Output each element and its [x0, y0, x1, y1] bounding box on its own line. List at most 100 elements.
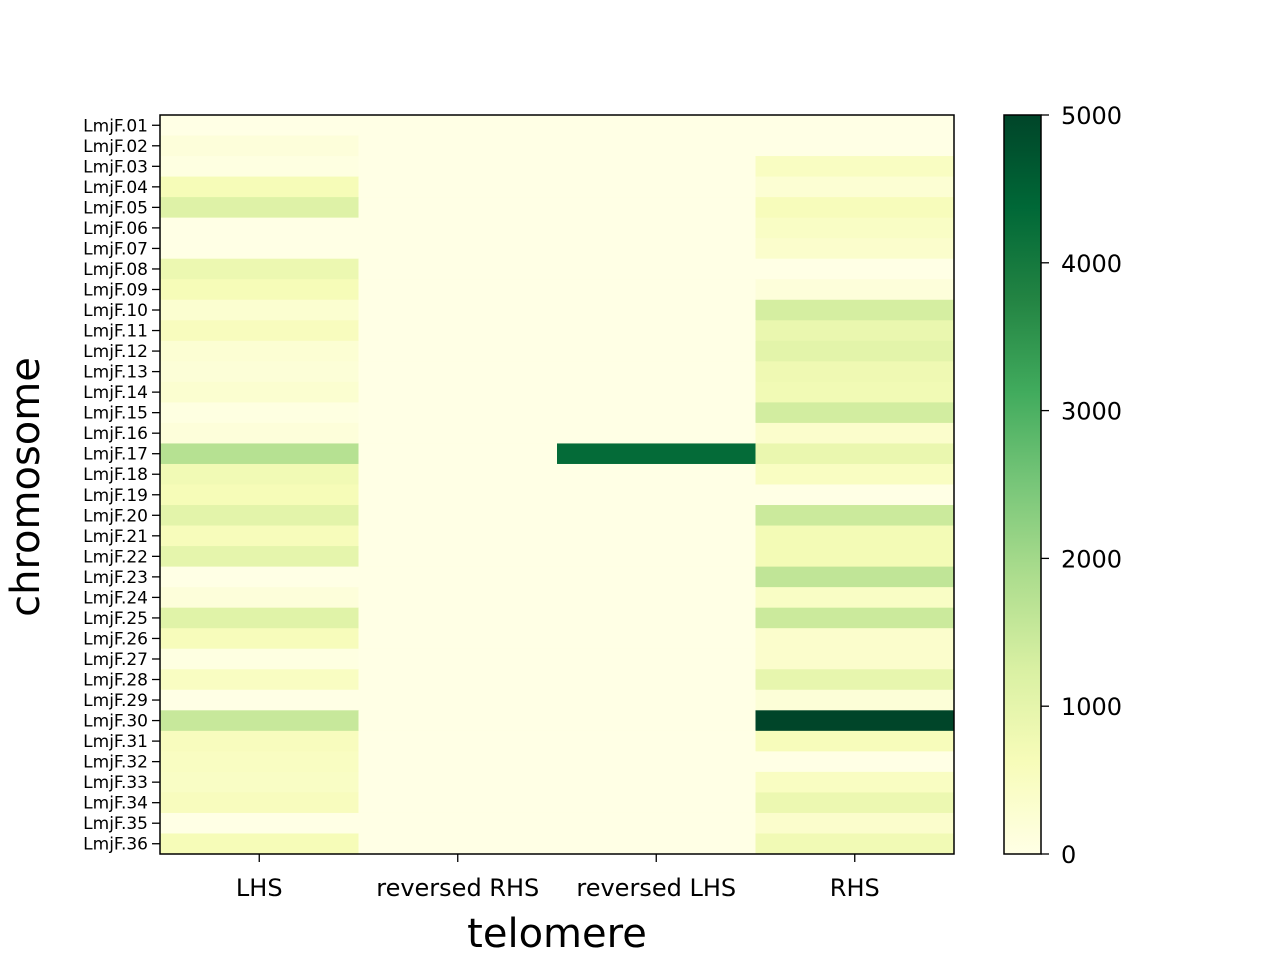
heatmap-cell	[755, 833, 955, 855]
heatmap-cell	[557, 320, 756, 342]
heatmap-cell	[755, 751, 955, 773]
heatmap-cell	[755, 115, 955, 137]
heatmap-cell	[755, 505, 955, 527]
heatmap-cell	[358, 156, 558, 178]
heatmap-cell	[160, 669, 359, 691]
heatmap-cell	[755, 258, 955, 280]
heatmap-cell	[160, 443, 359, 465]
heatmap-cell	[160, 115, 359, 137]
heatmap-cell	[358, 689, 558, 711]
heatmap-cell	[557, 443, 756, 465]
heatmap-cell	[358, 135, 558, 157]
y-tick-label: LmjF.27	[83, 650, 148, 670]
heatmap-cell	[160, 238, 359, 260]
x-tick-label: RHS	[830, 874, 880, 902]
heatmap-cell	[358, 587, 558, 609]
heatmap-cell	[160, 812, 359, 834]
heatmap-cell	[160, 710, 359, 732]
heatmap-cell	[557, 422, 756, 444]
heatmap-cell	[755, 238, 955, 260]
heatmap-cell	[755, 422, 955, 444]
colorbar	[1003, 114, 1042, 855]
y-tick-label: LmjF.08	[83, 260, 148, 280]
heatmap-cell	[557, 299, 756, 321]
y-tick-label: LmjF.01	[83, 116, 148, 136]
heatmap-cell	[160, 546, 359, 568]
colorbar-tick-label: 2000	[1061, 545, 1122, 573]
heatmap-cell	[160, 648, 359, 670]
heatmap-cell	[557, 361, 756, 383]
plot-frame	[159, 114, 955, 855]
y-axis-ticks: LmjF.01LmjF.02LmjF.03LmjF.04LmjF.05LmjF.…	[83, 116, 160, 855]
heatmap-cell	[755, 340, 955, 362]
heatmap-cell	[358, 751, 558, 773]
heatmap-cell	[358, 422, 558, 444]
heatmap-cell	[358, 443, 558, 465]
x-axis-ticks: LHS reversed RHS reversed LHS RHS	[236, 854, 880, 902]
heatmap-cell	[160, 730, 359, 752]
heatmap-cell	[755, 135, 955, 157]
heatmap-cell	[358, 197, 558, 219]
heatmap-cell	[755, 710, 955, 732]
heatmap-cell	[557, 402, 756, 424]
y-tick-label: LmjF.21	[83, 527, 148, 547]
colorbar-ticks: 0 1000 2000 3000 4000 5000	[1041, 102, 1122, 869]
heatmap-cell	[557, 484, 756, 506]
heatmap-cell	[358, 812, 558, 834]
heatmap-cell	[358, 792, 558, 814]
colorbar-tick-label: 5000	[1061, 102, 1122, 130]
heatmap-cell	[557, 463, 756, 485]
heatmap-cell	[557, 730, 756, 752]
heatmap-cell	[755, 525, 955, 547]
heatmap-cell	[557, 710, 756, 732]
heatmap-cell	[557, 812, 756, 834]
heatmap-cell	[755, 669, 955, 691]
heatmap-cell	[358, 546, 558, 568]
heatmap-cell	[160, 463, 359, 485]
heatmap-cell	[755, 320, 955, 342]
heatmap-cell	[557, 279, 756, 301]
y-tick-label: LmjF.20	[83, 506, 148, 526]
heatmap-cell	[358, 833, 558, 855]
y-tick-label: LmjF.07	[83, 239, 148, 259]
y-tick-label: LmjF.19	[83, 486, 148, 506]
y-tick-label: LmjF.31	[83, 732, 148, 752]
y-tick-label: LmjF.10	[83, 301, 148, 321]
heatmap-cell	[160, 505, 359, 527]
heatmap-cell	[755, 361, 955, 383]
heatmap-cell	[160, 176, 359, 198]
x-tick-label: reversed LHS	[576, 874, 736, 902]
heatmap-cell	[160, 525, 359, 547]
heatmap-cell	[557, 751, 756, 773]
heatmap-cell	[160, 217, 359, 239]
heatmap-cell	[755, 176, 955, 198]
heatmap-cell	[160, 402, 359, 424]
heatmap-cell	[755, 607, 955, 629]
heatmap-cell	[358, 361, 558, 383]
heatmap-cell	[160, 361, 359, 383]
heatmap-cell	[557, 689, 756, 711]
x-axis-label: telomere	[467, 911, 647, 957]
heatmap-cell	[160, 566, 359, 588]
heatmap-cell	[755, 197, 955, 219]
heatmap-cell	[358, 730, 558, 752]
x-tick-label: LHS	[236, 874, 283, 902]
heatmap-cell	[755, 812, 955, 834]
heatmap-cell	[557, 505, 756, 527]
y-tick-label: LmjF.11	[83, 322, 148, 342]
x-tick-label: reversed RHS	[376, 874, 539, 902]
heatmap-cell	[755, 792, 955, 814]
heatmap-cell	[358, 607, 558, 629]
heatmap-cell	[557, 628, 756, 650]
y-tick-label: LmjF.17	[83, 445, 148, 465]
heatmap-cell	[358, 771, 558, 793]
colorbar-tick-label: 4000	[1061, 250, 1122, 278]
heatmap-cell	[160, 628, 359, 650]
heatmap-cell	[160, 135, 359, 157]
heatmap-cell	[358, 238, 558, 260]
heatmap-cell	[557, 381, 756, 403]
y-tick-label: LmjF.23	[83, 568, 148, 588]
heatmap-cell	[160, 381, 359, 403]
y-tick-label: LmjF.05	[83, 198, 148, 218]
